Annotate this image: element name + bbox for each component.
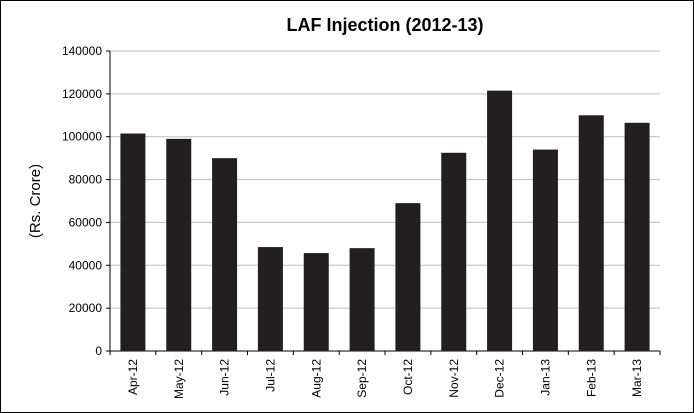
y-tick-label: 0: [95, 344, 102, 358]
y-tick-label: 120000: [62, 87, 102, 101]
x-tick-label: Mar-13: [630, 359, 644, 397]
bar: [578, 115, 604, 352]
x-tick-label: Dec-12: [493, 359, 507, 398]
bar: [212, 158, 238, 351]
x-tick-label: Jan-13: [538, 359, 552, 396]
bar: [395, 203, 421, 351]
y-tick-label: 60000: [69, 215, 103, 229]
y-tick-label: 80000: [69, 173, 103, 187]
y-axis-label: (Rs. Crore): [27, 164, 44, 238]
bar: [441, 152, 467, 351]
bar: [166, 138, 192, 351]
bar: [487, 90, 513, 352]
y-tick-label: 100000: [62, 130, 102, 144]
x-tick-label: Sep-12: [355, 359, 369, 398]
x-tick-label: Nov-12: [447, 359, 461, 398]
bar: [532, 149, 558, 351]
x-tick-label: Apr-12: [126, 359, 140, 395]
chart-title: LAF Injection (2012-13): [286, 15, 483, 35]
x-tick-label: Aug-12: [309, 359, 323, 398]
bar: [624, 122, 650, 352]
y-tick-label: 40000: [69, 258, 103, 272]
x-tick-label: Jun-12: [218, 359, 232, 396]
bar: [257, 247, 283, 351]
x-tick-label: Oct-12: [401, 359, 415, 395]
x-tick-label: May-12: [172, 359, 186, 399]
bar: [120, 133, 146, 351]
bar: [303, 253, 329, 351]
y-tick-label: 20000: [69, 301, 103, 315]
bar: [349, 248, 375, 351]
y-tick-label: 140000: [62, 44, 102, 58]
x-tick-label: Feb-13: [584, 359, 598, 397]
x-tick-label: Jul-12: [263, 359, 277, 392]
